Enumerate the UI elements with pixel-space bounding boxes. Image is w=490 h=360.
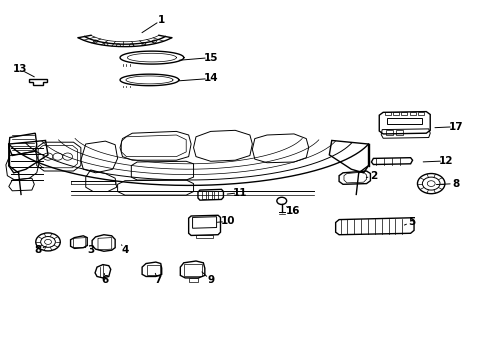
Text: 5: 5: [408, 217, 415, 227]
Text: 14: 14: [203, 73, 218, 84]
Text: 8: 8: [35, 245, 42, 255]
Text: 11: 11: [233, 188, 247, 198]
Circle shape: [117, 44, 121, 47]
Circle shape: [94, 40, 98, 43]
Circle shape: [129, 44, 133, 47]
Text: 7: 7: [154, 275, 162, 285]
Text: 2: 2: [370, 171, 377, 181]
Text: 1: 1: [158, 15, 165, 25]
Text: 8: 8: [452, 179, 459, 189]
Text: 6: 6: [102, 275, 109, 285]
Text: 16: 16: [286, 206, 300, 216]
Text: 3: 3: [87, 245, 94, 255]
Text: 9: 9: [207, 275, 214, 285]
Text: 4: 4: [121, 245, 129, 255]
Text: 17: 17: [448, 122, 463, 132]
Text: 12: 12: [439, 156, 453, 166]
Text: 15: 15: [203, 53, 218, 63]
Text: 13: 13: [12, 64, 27, 74]
Text: 10: 10: [220, 216, 235, 226]
Circle shape: [152, 40, 156, 43]
Circle shape: [142, 42, 146, 45]
Circle shape: [104, 42, 108, 45]
